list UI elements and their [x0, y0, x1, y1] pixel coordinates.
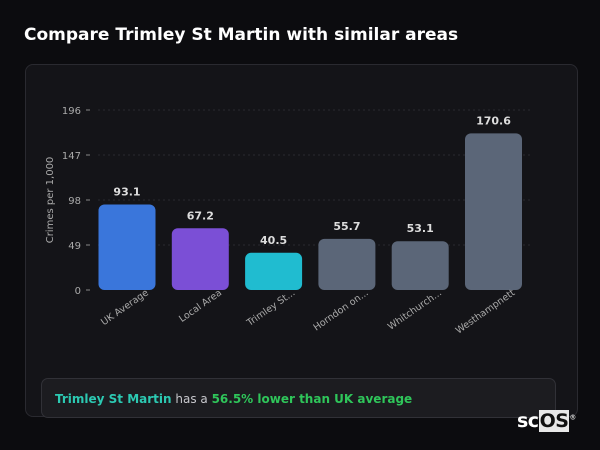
- data-label: 53.1: [407, 222, 434, 235]
- y-tick-label: 49: [68, 241, 81, 252]
- scos-logo: scOS®: [517, 410, 576, 432]
- data-label: 40.5: [260, 234, 287, 247]
- data-label: 93.1: [113, 186, 140, 199]
- y-tick-label: 196: [62, 106, 81, 117]
- summary-area: Trimley St Martin: [55, 392, 172, 406]
- x-tick-label: Local Area: [177, 287, 224, 324]
- x-tick-label: Whitchurch...: [386, 287, 444, 332]
- x-tick-label: Horndon on...: [311, 287, 370, 333]
- bar: [318, 238, 376, 290]
- summary-connector: has a: [171, 392, 212, 406]
- x-tick-label: Westhampnett: [454, 287, 518, 336]
- y-tick-label: 147: [62, 151, 81, 162]
- data-label: 170.6: [476, 114, 511, 127]
- bar: [245, 252, 303, 290]
- summary-comparison: 56.5% lower than UK average: [211, 392, 413, 406]
- logo-mark: ®: [569, 413, 576, 422]
- bar: [391, 241, 449, 290]
- y-tick-label: 0: [75, 286, 81, 297]
- bar: [98, 204, 156, 290]
- summary-box: Trimley St Martin has a 56.5% lower than…: [41, 378, 556, 418]
- data-label: 67.2: [187, 209, 214, 222]
- x-tick-label: Trimley St...: [244, 287, 297, 329]
- bar: [171, 228, 229, 290]
- bar: [465, 133, 522, 290]
- data-label: 55.7: [333, 220, 360, 233]
- y-axis-label: Crimes per 1,000: [45, 157, 56, 244]
- x-tick-label: UK Average: [99, 287, 151, 328]
- logo-text: sc: [517, 410, 539, 432]
- logo-text-box: OS: [538, 410, 570, 432]
- page-title: Compare Trimley St Martin with similar a…: [24, 25, 459, 45]
- y-tick-label: 98: [68, 196, 81, 207]
